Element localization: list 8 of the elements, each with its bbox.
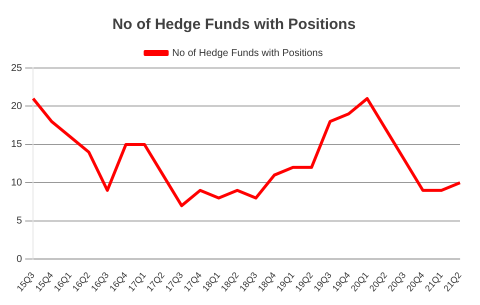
y-tick-label: 0 — [16, 254, 23, 265]
chart-title: No of Hedge Funds with Positions — [112, 16, 356, 34]
y-tick-label: 5 — [16, 216, 23, 227]
legend-label: No of Hedge Funds with Positions — [172, 48, 323, 59]
y-tick-label: 25 — [11, 62, 23, 74]
y-tick-label: 20 — [11, 100, 23, 112]
y-tick-label: 10 — [11, 177, 23, 188]
y-tick-label: 15 — [11, 139, 23, 150]
